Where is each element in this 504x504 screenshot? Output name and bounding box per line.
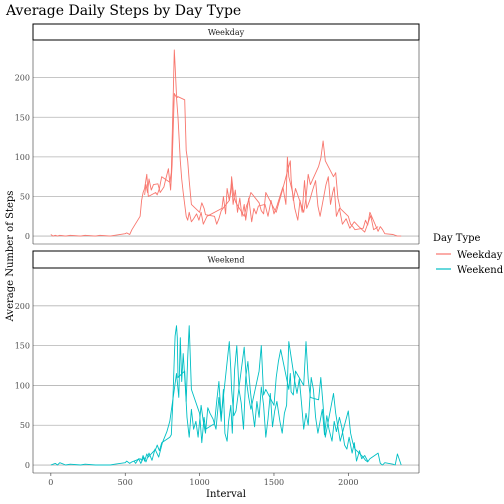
facet-strip xyxy=(32,250,420,269)
y-tick-label: 200 xyxy=(15,302,30,311)
series-detail-weekday xyxy=(144,93,379,233)
series-line-weekend xyxy=(50,325,402,466)
chart-title: Average Daily Steps by Day Type xyxy=(5,3,241,19)
legend-label: Weekend xyxy=(457,265,504,276)
facet-strip-label: Weekday xyxy=(208,28,245,37)
facet-panels: Weekday 0 50 100 150 200 Weekend 0 50 100 150 200 xyxy=(15,23,420,474)
y-tick-label: 50 xyxy=(20,421,30,430)
y-tick-label: 150 xyxy=(15,342,30,351)
legend: Day Type Weekday Weekend xyxy=(433,233,504,276)
y-tick-label: 150 xyxy=(15,113,30,122)
x-tick-label: 2000 xyxy=(338,478,358,487)
y-tick-label: 0 xyxy=(25,232,30,241)
y-tick-label: 50 xyxy=(20,192,30,201)
legend-item-weekday: Weekday xyxy=(436,250,503,261)
y-tick-label: 100 xyxy=(15,153,30,162)
facet-strip xyxy=(32,23,420,41)
x-tick-label: 1000 xyxy=(189,478,209,487)
y-tick-label: 100 xyxy=(15,381,30,390)
x-tick-label: 500 xyxy=(118,478,133,487)
facet-strip-label: Weekend xyxy=(208,256,245,265)
x-axis: 0 500 1000 1500 2000 xyxy=(48,473,359,487)
legend-title: Day Type xyxy=(433,233,481,244)
series-detail-weekend xyxy=(133,337,369,464)
x-tick-label: 0 xyxy=(48,478,53,487)
y-tick-label: 200 xyxy=(15,74,30,83)
facet-panel-weekend: Weekend 0 50 100 150 200 xyxy=(15,250,420,474)
facet-panel-weekday: Weekday 0 50 100 150 200 xyxy=(15,23,420,245)
y-axis-title: Average Number of Steps xyxy=(5,191,16,323)
legend-items: Weekday Weekend xyxy=(436,250,504,276)
y-tick-label: 0 xyxy=(25,461,30,470)
legend-label: Weekday xyxy=(457,250,503,261)
x-axis-title: Interval xyxy=(206,489,246,500)
legend-item-weekend: Weekend xyxy=(436,265,504,276)
x-tick-label: 1500 xyxy=(264,478,284,487)
